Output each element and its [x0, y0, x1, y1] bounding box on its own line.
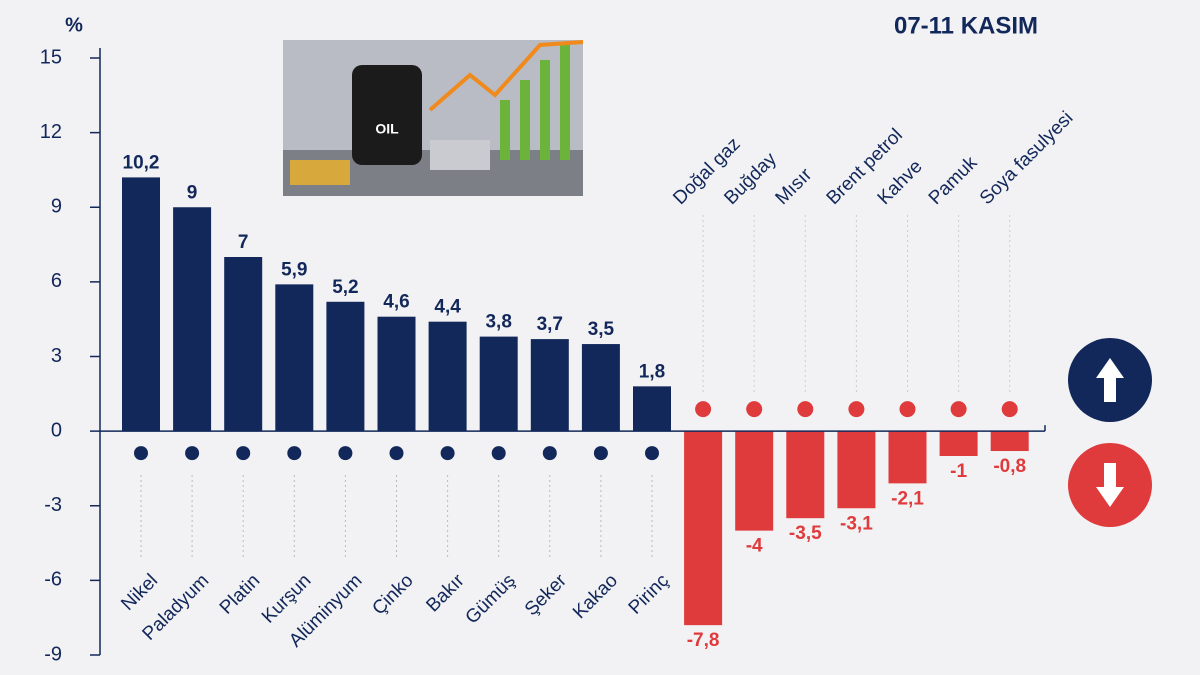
bar: [275, 284, 314, 432]
bar: [633, 386, 671, 432]
bar: [428, 321, 467, 432]
bar: [581, 344, 620, 432]
chart-title: 07-11 KASIM: [894, 12, 1038, 39]
icon: [338, 446, 353, 461]
x-tick-label: Çinko: [368, 570, 417, 619]
x-tick-label: Bakır: [422, 570, 469, 617]
icon: [134, 446, 148, 461]
value-label: 5,9: [281, 259, 307, 280]
bar: [326, 301, 365, 432]
value-label: 4,4: [434, 297, 461, 318]
bar: [990, 431, 1029, 452]
svg-text:OIL: OIL: [375, 121, 399, 137]
icon: [542, 446, 557, 461]
y-tick-label: 6: [51, 270, 62, 292]
value-label: 9: [187, 182, 198, 203]
bar: [530, 339, 569, 432]
x-tick-label: Mısır: [772, 164, 817, 209]
icon: [389, 446, 404, 461]
bar: [939, 431, 978, 456]
icon: [695, 401, 712, 418]
value-label: -0,8: [993, 456, 1026, 477]
y-tick-label: -3: [44, 494, 62, 516]
up-badge: [1068, 338, 1152, 422]
y-tick-label: 12: [40, 121, 62, 143]
y-tick-label: -9: [44, 643, 62, 665]
value-label: 4,6: [383, 292, 409, 313]
bar: [479, 336, 518, 432]
value-label: 7: [238, 232, 249, 253]
down-badge: [1068, 443, 1152, 527]
icon: [236, 446, 251, 461]
icon: [645, 446, 659, 461]
y-tick-label: 15: [40, 46, 62, 68]
value-label: -1: [950, 461, 967, 482]
bar: [684, 431, 723, 626]
value-label: 5,2: [332, 277, 358, 298]
icon: [593, 446, 608, 461]
bar: [224, 257, 263, 432]
x-tick-label: Nikel: [117, 570, 162, 615]
y-axis-label: %: [65, 14, 83, 36]
bar: [173, 207, 212, 432]
value-label: -3,5: [789, 523, 822, 544]
value-label: -3,1: [840, 513, 873, 534]
x-tick-label: Pirinç: [625, 570, 673, 618]
x-tick-label: Gümüş: [462, 570, 520, 628]
icon: [287, 446, 302, 461]
icon: [950, 401, 967, 418]
value-label: 10,2: [123, 152, 160, 173]
value-label: 3,8: [485, 312, 511, 333]
bar: [122, 177, 160, 432]
y-tick-label: 3: [51, 345, 62, 367]
y-tick-label: -6: [44, 569, 62, 591]
icon: [185, 446, 200, 461]
photo: OIL: [283, 40, 584, 196]
x-tick-label: Soya fasulyesi: [976, 108, 1077, 209]
x-tick-label: Kakao: [569, 570, 622, 623]
icon: [746, 401, 763, 418]
x-tick-label: Şeker: [521, 570, 571, 620]
icon: [899, 401, 916, 418]
bar: [735, 431, 774, 531]
value-label: -4: [746, 536, 763, 557]
icon: [1001, 401, 1018, 418]
bar: [837, 431, 876, 509]
bar: [888, 431, 927, 484]
value-label: 1,8: [639, 361, 665, 382]
value-label: -7,8: [687, 630, 720, 651]
y-tick-label: 9: [51, 196, 62, 218]
bar: [377, 316, 416, 432]
icon: [797, 401, 814, 418]
icon: [440, 446, 455, 461]
x-tick-label: Pamuk: [925, 152, 982, 209]
value-label: 3,5: [588, 319, 615, 340]
value-label: 3,7: [537, 314, 563, 335]
y-tick-label: 0: [51, 419, 62, 441]
icon: [491, 446, 506, 461]
icon: [848, 401, 865, 418]
value-label: -2,1: [891, 488, 924, 509]
bar: [786, 431, 825, 519]
x-tick-label: Platin: [216, 570, 264, 618]
